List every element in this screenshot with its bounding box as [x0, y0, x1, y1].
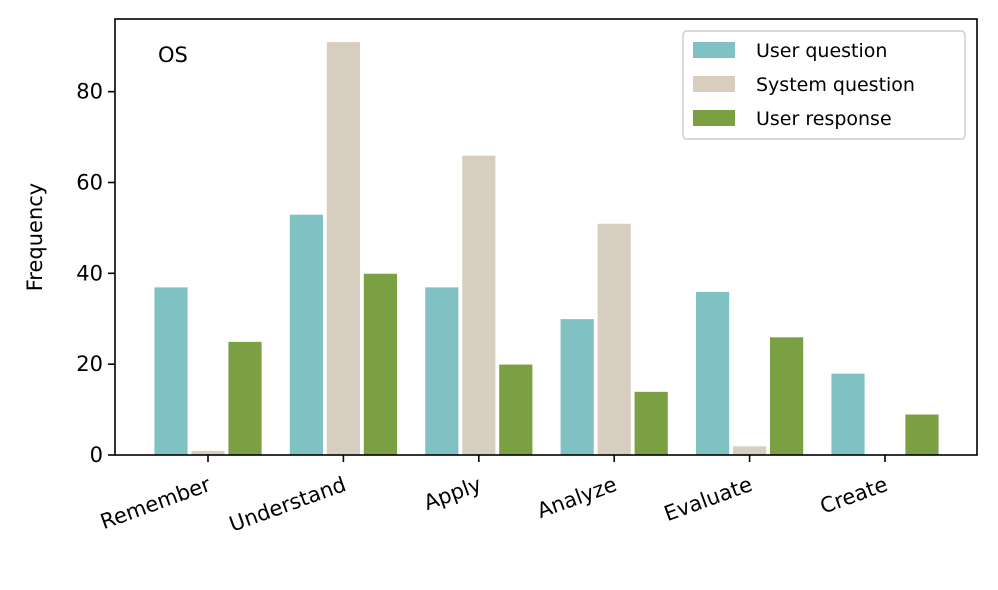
legend-label-user-question: User question	[756, 40, 887, 62]
legend-swatch-user-question	[693, 42, 735, 58]
bar-user-question-create	[830, 372, 866, 456]
bar-user-response-evaluate	[769, 336, 804, 456]
bar-user-question-analyze	[559, 318, 595, 456]
x-tick-label-understand: Understand	[226, 472, 349, 536]
y-tick-label: 0	[90, 443, 103, 467]
legend-swatch-user-response	[693, 110, 735, 126]
y-tick-label: 60	[76, 171, 103, 195]
y-tick-label: 20	[76, 352, 103, 376]
bar-system-question-understand	[325, 41, 361, 456]
bar-user-response-analyze	[633, 391, 669, 456]
x-tick-label-evaluate: Evaluate	[661, 472, 755, 526]
bar-user-response-remember	[227, 341, 263, 456]
x-tick-label-apply: Apply	[421, 472, 485, 515]
bars-group	[153, 41, 940, 456]
plot-frame	[114, 18, 978, 456]
bar-user-question-apply	[424, 286, 460, 456]
bar-user-question-remember	[153, 286, 189, 456]
y-tick-label: 80	[76, 80, 103, 104]
legend-label-user-response: User response	[756, 108, 892, 130]
bar-user-question-understand	[288, 213, 324, 456]
legend-box	[682, 30, 966, 140]
bar-user-question-evaluate	[695, 291, 730, 456]
x-tick-label-analyze: Analyze	[534, 472, 620, 523]
legend: User question System question User respons…	[682, 30, 966, 140]
y-tick-label: 40	[76, 261, 103, 285]
bar-system-question-apply	[461, 154, 497, 456]
bar-user-response-create	[904, 413, 940, 456]
bar-user-response-apply	[498, 363, 534, 456]
x-tick-label-remember: Remember	[97, 472, 214, 534]
y-axis-label: Frequency	[23, 183, 47, 292]
bar-user-response-understand	[362, 272, 398, 456]
y-axis: 0 20 40 60 80	[76, 80, 115, 467]
x-axis: Remember Understand Apply Analyze Evaluate Cr…	[97, 455, 891, 537]
legend-label-system-question: System question	[756, 74, 915, 96]
x-tick-label-create: Create	[817, 472, 891, 518]
bar-system-question-evaluate	[732, 445, 767, 456]
legend-swatch-system-question	[693, 76, 735, 92]
panel-label: OS	[158, 43, 188, 67]
bar-system-question-analyze	[596, 222, 632, 456]
